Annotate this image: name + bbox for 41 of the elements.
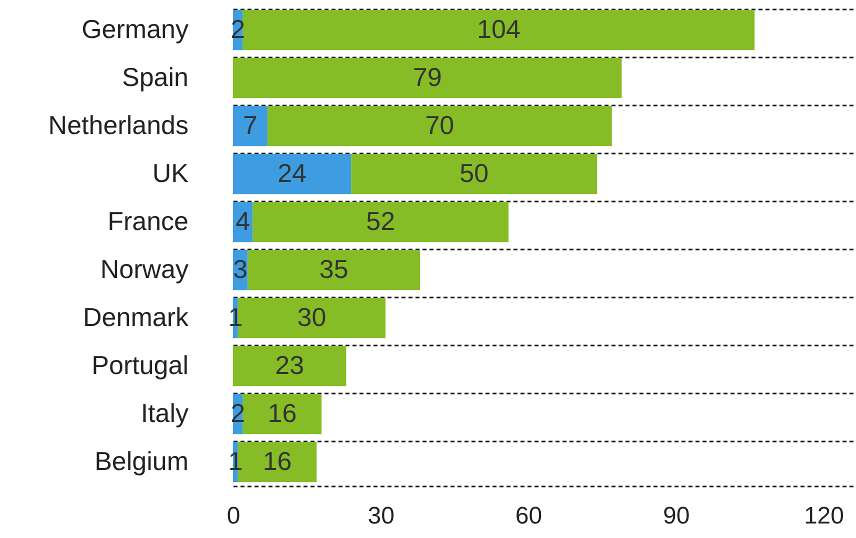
data-label: 52	[366, 206, 396, 236]
y-tick-label: Italy	[140, 398, 188, 428]
x-tick-label: 0	[226, 502, 240, 530]
bar	[233, 154, 352, 194]
y-tick-label: Norway	[100, 254, 188, 284]
y-tick-label: UK	[152, 158, 190, 188]
data-label: 23	[275, 350, 304, 380]
bar	[267, 106, 612, 146]
y-tick-label: Portugal	[92, 350, 188, 380]
x-tick-label: 120	[804, 502, 844, 530]
bar	[242, 394, 322, 434]
bar	[242, 10, 755, 50]
y-tick-label: Denmark	[83, 302, 190, 332]
y-tick-label: France	[108, 206, 188, 236]
data-label: 1	[228, 302, 243, 332]
data-label: 16	[262, 446, 292, 476]
data-label: 30	[297, 302, 326, 332]
y-tick-label: Spain	[122, 62, 188, 92]
data-label: 16	[268, 398, 297, 428]
data-label: 70	[425, 110, 454, 140]
x-tick-label: 90	[663, 502, 690, 530]
data-label: 7	[242, 110, 258, 140]
bar	[351, 154, 598, 194]
data-label: 24	[278, 158, 307, 188]
x-tick-label: 30	[368, 502, 394, 530]
bar	[248, 250, 420, 290]
data-label: 50	[460, 158, 489, 188]
x-tick-label: 60	[515, 502, 542, 530]
bar	[252, 202, 509, 242]
data-label: 79	[412, 62, 442, 92]
bar	[233, 346, 346, 386]
y-tick-label: Germany	[82, 14, 188, 44]
data-label: 35	[319, 254, 348, 284]
data-label: 3	[233, 254, 248, 284]
data-label: 4	[236, 206, 250, 236]
data-label: 1	[228, 446, 243, 476]
data-label: 104	[477, 14, 520, 44]
y-tick-label: Belgium	[94, 446, 188, 476]
bar	[233, 58, 622, 98]
bar	[233, 106, 268, 146]
y-tick-label: Netherlands	[48, 110, 188, 140]
